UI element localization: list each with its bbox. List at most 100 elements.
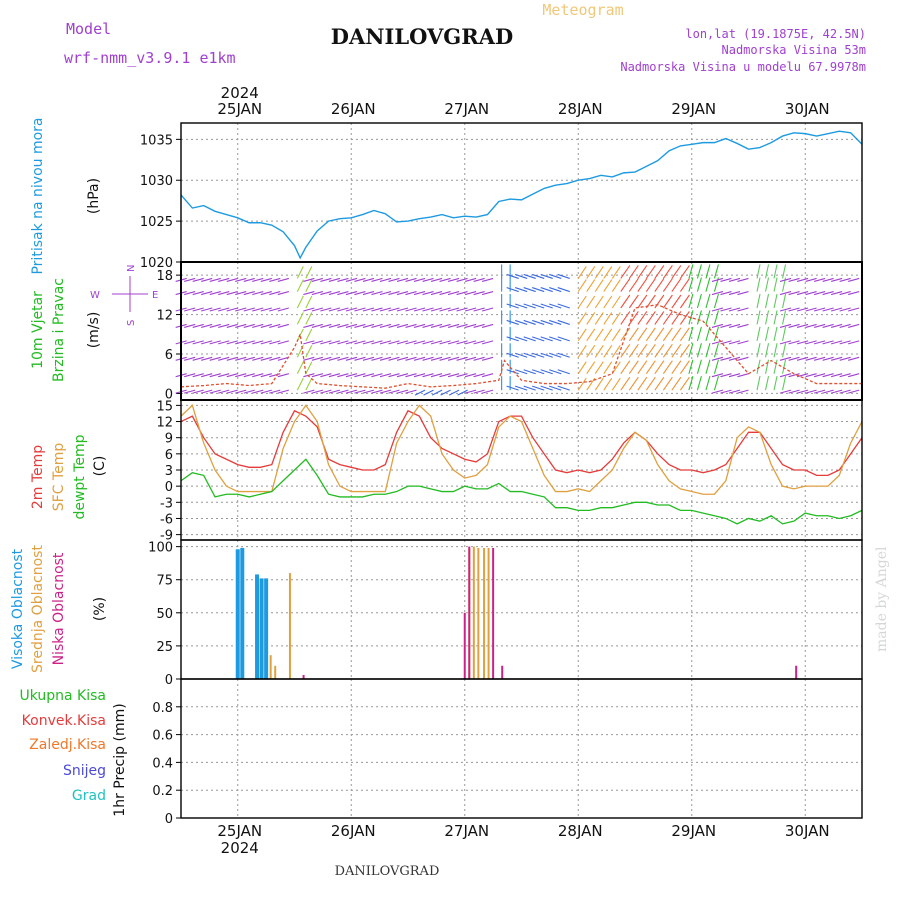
wind-arrow	[311, 323, 324, 328]
wind-arrow	[662, 343, 673, 358]
wind-arrow	[515, 336, 528, 342]
wind-arrow	[813, 291, 826, 296]
y-tick-label: 18	[156, 269, 173, 284]
wind-arrow	[447, 307, 460, 312]
wind-arrow	[728, 356, 741, 361]
temp-line	[180, 458, 863, 525]
wind-arrow	[728, 389, 741, 394]
wind-arrow	[184, 356, 196, 361]
wind-arrow	[371, 373, 383, 378]
wind-arrow	[756, 326, 761, 341]
wind-arrow	[396, 291, 409, 296]
wind-arrow	[481, 323, 494, 328]
wind-arrow	[540, 336, 553, 342]
wind-arrow	[192, 340, 204, 345]
wind-arrow	[354, 356, 366, 361]
wind-arrow	[586, 279, 596, 292]
wind-arrow	[422, 277, 434, 282]
wind-arrow	[345, 389, 358, 394]
wind-arrow	[201, 356, 213, 361]
wind-arrow	[269, 323, 281, 328]
wind-arrow	[779, 340, 792, 345]
precip-label: Ukupna Kisa	[19, 688, 106, 704]
wind-arrow	[637, 360, 648, 375]
wind-arrow	[523, 287, 536, 293]
wind-arrow	[679, 360, 690, 375]
wind-arrow	[515, 385, 528, 391]
compass-n: N	[126, 265, 137, 272]
wind-arrow	[235, 373, 247, 378]
wind-arrow	[311, 356, 324, 361]
wind-arrow	[594, 328, 604, 342]
wind-arrow	[184, 323, 196, 328]
temp-label-dewpt: dewpt Temp	[72, 434, 88, 519]
wind-arrow	[645, 360, 656, 375]
wind-arrow	[603, 312, 613, 325]
wind-arrow	[679, 343, 690, 358]
wind-arrow	[218, 323, 230, 328]
wind-arrow	[305, 361, 313, 374]
wind-arrow	[620, 360, 631, 375]
wind-arrow	[557, 369, 570, 375]
wind-arrow	[532, 273, 545, 279]
wind-arrow	[796, 323, 809, 328]
wind-arrow	[549, 369, 562, 375]
top-date-tick-label: 26JAN	[331, 100, 376, 118]
wind-arrow	[671, 376, 682, 391]
cloud-bar	[468, 546, 471, 679]
wind-arrow	[822, 307, 834, 312]
wind-arrow	[209, 277, 221, 282]
wind-arrow	[839, 277, 851, 282]
wind-arrow	[822, 356, 834, 361]
wind-arrow	[654, 294, 665, 309]
cloud-bar	[472, 546, 475, 679]
wind-arrow	[713, 293, 719, 309]
wind-arrow	[226, 323, 238, 328]
bottom-date-tick-label: 25JAN	[217, 822, 262, 840]
wind-arrow	[218, 307, 230, 312]
wind-arrow	[473, 340, 485, 345]
wind-arrow	[720, 389, 732, 394]
wind-arrow	[354, 277, 366, 282]
top-date-tick-label: 30JAN	[785, 100, 830, 118]
wind-arrow	[671, 265, 682, 279]
wind-arrow	[311, 373, 324, 378]
y-tick-label: 0.4	[152, 756, 173, 771]
cloud-bar	[235, 549, 240, 679]
wind-arrow	[796, 389, 809, 394]
wind-arrow	[396, 307, 409, 312]
wind-arrow	[405, 340, 417, 345]
wind-arrow	[637, 265, 648, 279]
wind-arrow	[473, 307, 485, 312]
wind-arrow	[720, 291, 732, 296]
wind-arrow	[422, 356, 434, 361]
wind-arrow	[303, 323, 315, 328]
wind-arrow	[586, 361, 596, 375]
wind-arrow	[218, 340, 230, 345]
wind-arrow	[388, 307, 400, 312]
wind-arrow	[320, 307, 332, 312]
wind-arrow	[586, 312, 596, 325]
wind-arrow	[540, 303, 553, 309]
wind-arrow	[405, 307, 417, 312]
wind-arrow	[705, 264, 711, 279]
wind-arrow	[320, 277, 332, 282]
wind-arrow	[679, 278, 690, 292]
wind-arrow	[586, 266, 596, 279]
lonlat-text: lon,lat (19.1875E, 42.5N)	[685, 27, 866, 41]
top-date-tick-label: 27JAN	[444, 100, 489, 118]
wind-arrow	[611, 266, 621, 279]
wind-arrow	[226, 373, 238, 378]
wind-arrow	[779, 291, 792, 296]
wind-arrow	[711, 291, 724, 296]
wind-arrow	[705, 293, 711, 309]
wind-arrow	[252, 356, 264, 361]
wind-label-1: 10m Vjetar	[30, 291, 46, 369]
wind-arrow	[209, 291, 221, 296]
wind-arrow	[620, 311, 631, 325]
wind-arrow	[662, 265, 673, 279]
y-tick-label: 1020	[140, 256, 173, 271]
wind-arrow	[320, 389, 332, 394]
wind-arrow	[388, 389, 400, 394]
wind-arrow	[779, 356, 792, 361]
